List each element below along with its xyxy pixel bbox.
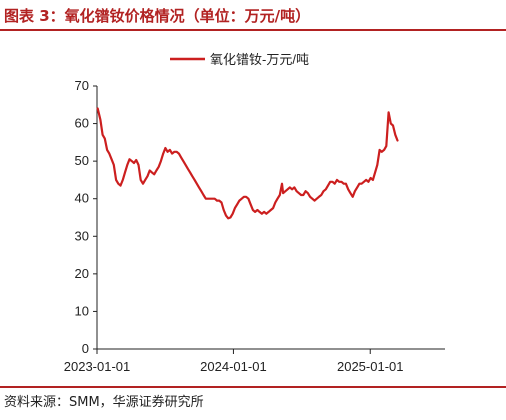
chart-axes	[96, 86, 445, 350]
title-divider	[0, 29, 506, 31]
y-tick-label: 30	[75, 228, 89, 243]
figure-title: 图表 3：氧化镨钕价格情况（单位：万元/吨）	[4, 7, 311, 25]
y-tick-label: 70	[75, 78, 89, 93]
x-tick-label: 2023-01-01	[64, 359, 131, 374]
chart-legend: 氧化镨钕-万元/吨	[170, 52, 309, 67]
figure-source: 资料来源：SMM，华源证券研究所	[4, 395, 204, 410]
y-tick-label: 0	[82, 341, 89, 356]
y-tick-label: 10	[75, 303, 89, 318]
legend-label: 氧化镨钕-万元/吨	[210, 52, 309, 67]
y-tick-label: 50	[75, 153, 89, 168]
series-line-ndpr-oxide	[96, 107, 399, 220]
source-divider	[0, 386, 506, 388]
chart-ticks: 0 10 20 30 40 50 60 70 2023-01-01 2024-01-01 2025-…	[64, 78, 404, 374]
y-tick-label: 40	[75, 191, 89, 206]
price-line-chart: 氧化镨钕-万元/吨 0 10 20 30 40 50 60 70 2023-01-01 2024-…	[64, 52, 445, 374]
y-tick-label: 60	[75, 116, 89, 131]
x-tick-label: 2024-01-01	[200, 359, 267, 374]
y-tick-label: 20	[75, 266, 89, 281]
x-tick-label: 2025-01-01	[337, 359, 404, 374]
